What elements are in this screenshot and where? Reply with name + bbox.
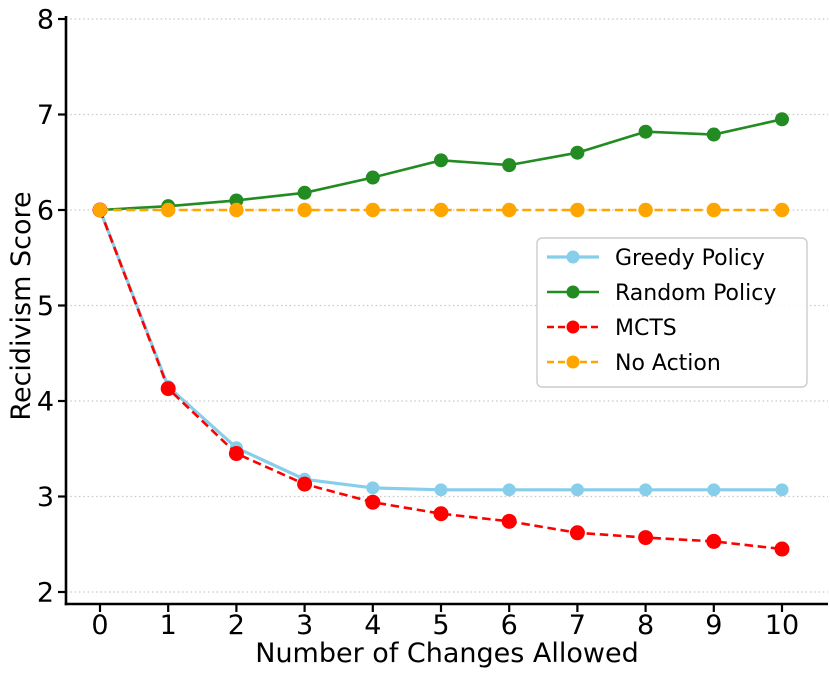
- series-random-policy: [93, 112, 789, 217]
- data-point-greedy-policy-x4: [366, 481, 380, 495]
- data-point-no-action-x7: [570, 202, 585, 218]
- data-point-mcts-x2: [228, 446, 244, 462]
- x-tick-label-4: 4: [364, 610, 381, 641]
- x-tick-label-9: 9: [705, 610, 722, 641]
- legend-marker-random-policy: [566, 285, 580, 299]
- data-point-mcts-x5: [433, 506, 449, 522]
- legend-label-mcts: MCTS: [615, 316, 677, 341]
- x-tick-label-0: 0: [91, 610, 108, 641]
- data-point-mcts-x9: [706, 533, 722, 549]
- data-point-greedy-policy-x7: [570, 483, 584, 497]
- y-tick-label-8: 8: [37, 5, 54, 36]
- x-tick-label-6: 6: [501, 610, 518, 641]
- data-point-random-policy-x5: [434, 153, 448, 168]
- data-point-no-action-x1: [161, 202, 176, 218]
- series-no-action: [92, 202, 790, 218]
- x-tick-label-2: 2: [228, 610, 245, 641]
- x-tick-label-10: 10: [765, 610, 799, 641]
- data-point-mcts-x7: [569, 525, 585, 541]
- legend-label-no-action: No Action: [615, 351, 721, 376]
- data-point-no-action-x8: [638, 202, 653, 218]
- y-tick-label-6: 6: [37, 196, 54, 227]
- legend-item-random-policy: Random Policy: [547, 281, 776, 306]
- legend-item-mcts: MCTS: [547, 316, 677, 341]
- data-point-random-policy-x9: [706, 127, 721, 142]
- legend: Greedy Policy Random Policy MCTS No Action: [536, 237, 808, 388]
- data-point-no-action-x9: [706, 202, 721, 218]
- data-point-random-policy-x7: [570, 145, 585, 160]
- x-tick-label-8: 8: [637, 610, 654, 641]
- legend-marker-no-action: [566, 355, 580, 369]
- y-tick-label-3: 3: [37, 482, 54, 513]
- y-axis-label: Recidivism Score: [6, 191, 37, 420]
- data-point-random-policy-x6: [502, 158, 517, 173]
- data-point-mcts-x10: [774, 541, 790, 557]
- series-greedy-policy: [93, 203, 789, 497]
- data-point-greedy-policy-x5: [434, 483, 448, 497]
- data-point-mcts-x6: [501, 513, 517, 529]
- data-point-greedy-policy-x6: [502, 483, 516, 497]
- x-tick-label-3: 3: [296, 610, 313, 641]
- x-tick-label-7: 7: [569, 610, 586, 641]
- y-tick-label-2: 2: [37, 578, 54, 609]
- data-point-no-action-x0: [92, 202, 108, 218]
- data-point-no-action-x10: [774, 202, 790, 218]
- x-tick-label-1: 1: [160, 610, 177, 641]
- legend-box: [536, 237, 808, 388]
- data-point-no-action-x3: [297, 202, 312, 218]
- legend-marker-mcts: [566, 320, 580, 334]
- legend-marker-greedy-policy: [566, 250, 580, 264]
- data-point-mcts-x8: [638, 530, 654, 546]
- legend-label-random-policy: Random Policy: [615, 281, 776, 306]
- data-point-greedy-policy-x9: [707, 483, 721, 497]
- ticks-layer: 2 3 4 5 6 7 8 0 1 2 3 4 5 6 7 8 9 10: [37, 5, 799, 642]
- y-tick-label-4: 4: [37, 387, 54, 418]
- data-point-mcts-x3: [297, 476, 313, 492]
- y-tick-label-5: 5: [37, 291, 54, 322]
- x-axis-label: Number of Changes Allowed: [255, 638, 639, 669]
- data-point-random-policy-x3: [297, 185, 312, 200]
- data-point-random-policy-x10: [775, 112, 789, 127]
- x-tick-label-5: 5: [432, 610, 449, 641]
- data-point-greedy-policy-x10: [775, 483, 789, 497]
- data-point-mcts-x4: [365, 494, 381, 510]
- data-point-mcts-x1: [160, 381, 176, 397]
- legend-label-greedy-policy: Greedy Policy: [615, 246, 765, 271]
- data-point-no-action-x5: [433, 202, 449, 218]
- series-line-mcts: [98, 209, 783, 551]
- data-point-no-action-x6: [502, 202, 517, 218]
- legend-item-greedy-policy: Greedy Policy: [547, 246, 765, 271]
- y-tick-label-7: 7: [37, 100, 54, 131]
- data-point-random-policy-x4: [365, 170, 380, 185]
- legend-item-no-action: No Action: [547, 351, 721, 376]
- data-point-greedy-policy-x8: [639, 483, 653, 497]
- data-point-no-action-x2: [229, 202, 244, 218]
- data-point-random-policy-x8: [638, 124, 653, 139]
- series-layer: [92, 112, 790, 557]
- data-point-no-action-x4: [365, 202, 380, 218]
